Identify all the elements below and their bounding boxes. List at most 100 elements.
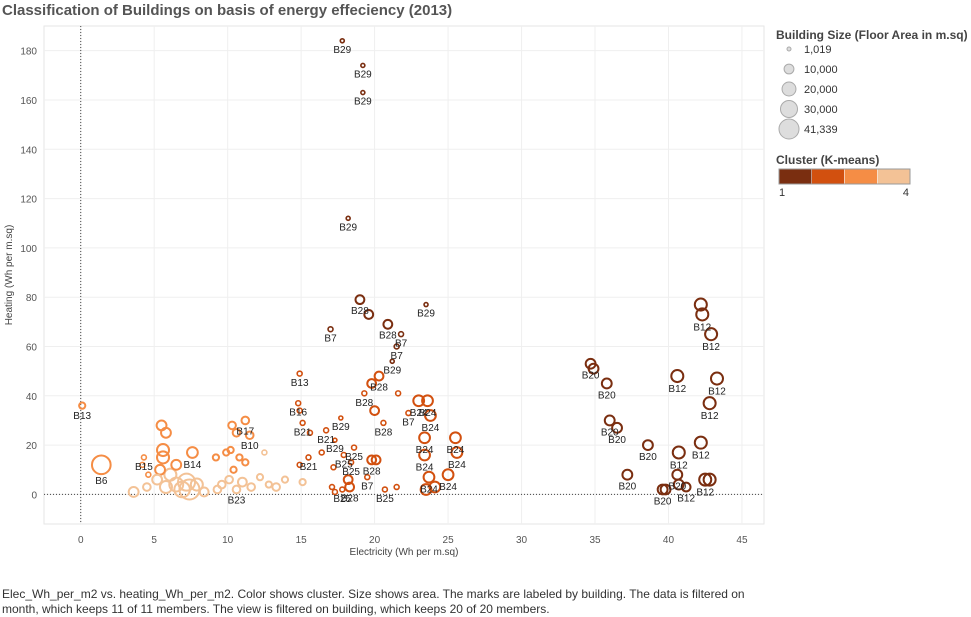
data-point	[709, 371, 725, 386]
size-legend: Building Size (Floor Area in m.sq) 1,019…	[776, 28, 968, 140]
color-legend-border	[778, 168, 911, 185]
data-point	[611, 421, 623, 434]
point-label: B12	[702, 342, 720, 353]
chart-caption: Elec_Wh_per_m2 vs. heating_Wh_per_m2. Co…	[2, 587, 745, 616]
data-point	[90, 454, 112, 476]
point-label: B12	[670, 461, 688, 472]
size-legend-label: 1,019	[804, 44, 832, 56]
point-label: B24	[419, 408, 437, 419]
point-label: B29	[333, 45, 351, 56]
y-tick-label: 20	[26, 441, 38, 452]
x-tick-label: 20	[369, 535, 381, 546]
data-point	[271, 482, 281, 492]
data-point	[280, 475, 290, 484]
data-point	[361, 390, 368, 397]
y-tick-label: 80	[26, 293, 38, 304]
data-point	[394, 390, 402, 397]
x-tick-label: 10	[222, 535, 234, 546]
point-label: B7	[395, 339, 408, 350]
data-point	[698, 472, 713, 487]
data-point	[373, 370, 385, 382]
axis-ticks: 0 5 10 15 20 25 30 35 40 45 0 20 40 60 80 100 120 140 160 1…	[20, 47, 748, 546]
data-point	[423, 301, 429, 308]
data-point	[296, 370, 303, 377]
point-label: B21	[300, 462, 318, 473]
point-label: B24	[439, 482, 457, 493]
data-point	[350, 444, 358, 451]
point-label: B7	[324, 334, 337, 345]
data-point	[680, 481, 692, 493]
y-tick-label: 120	[20, 195, 37, 206]
data-point	[428, 480, 442, 494]
data-point	[354, 294, 366, 306]
reference-lines	[44, 26, 764, 524]
point-label: B15	[135, 462, 153, 473]
data-point	[360, 62, 366, 69]
point-label: B21	[294, 427, 312, 438]
point-label: B24	[416, 462, 434, 473]
data-point	[393, 343, 400, 350]
data-point	[261, 449, 268, 456]
data-point	[236, 476, 248, 488]
point-label: B20	[639, 452, 657, 463]
point-label: B7	[391, 351, 404, 362]
data-point	[702, 396, 717, 411]
data-point	[127, 486, 140, 498]
data-point	[235, 453, 244, 462]
data-point	[704, 327, 719, 342]
data-point	[347, 459, 355, 466]
data-point	[370, 454, 382, 466]
point-label: B13	[291, 378, 309, 389]
y-tick-label: 100	[20, 244, 37, 255]
data-point	[621, 468, 634, 481]
data-point	[231, 484, 242, 495]
color-legend-min-label: 1	[779, 187, 785, 199]
point-label: B28	[375, 427, 393, 438]
data-point	[78, 401, 87, 410]
point-label: B29	[354, 69, 372, 80]
y-tick-label: 0	[31, 490, 37, 501]
point-label: B24	[448, 460, 466, 471]
data-point	[226, 445, 235, 455]
data-point	[412, 394, 426, 408]
point-label: B12	[701, 411, 719, 422]
data-point	[424, 409, 437, 422]
data-point	[246, 482, 256, 492]
size-legend-circle	[786, 46, 792, 52]
data-point	[241, 458, 250, 467]
color-legend-swatch	[877, 168, 911, 185]
y-tick-label: 160	[20, 96, 37, 107]
data-point	[160, 426, 172, 439]
data-point	[163, 467, 178, 482]
data-point	[294, 399, 302, 407]
y-tick-label: 40	[26, 392, 38, 403]
point-label: B12	[708, 387, 726, 398]
data-point	[397, 330, 405, 338]
data-point	[189, 477, 204, 492]
point-label: B29	[332, 422, 350, 433]
color-legend-title: Cluster (K-means)	[776, 153, 879, 167]
data-point	[327, 325, 334, 333]
size-legend-label: 10,000	[804, 64, 838, 76]
point-label: B29	[339, 222, 357, 233]
x-tick-label: 0	[78, 535, 84, 546]
size-legend-label: 30,000	[804, 104, 838, 116]
data-point	[155, 443, 171, 458]
data-point	[255, 473, 265, 482]
data-point	[298, 477, 307, 487]
data-point	[369, 405, 381, 416]
data-point	[139, 461, 146, 469]
data-point	[389, 358, 396, 365]
data-point	[198, 486, 210, 498]
color-legend-max-label: 4	[903, 187, 909, 199]
point-label: B20	[654, 496, 672, 507]
data-point	[419, 483, 433, 496]
data-point	[659, 483, 672, 496]
point-label: B28	[355, 398, 373, 409]
data-point	[216, 479, 227, 490]
point-label: B25	[335, 459, 353, 470]
point-label: B20	[618, 482, 636, 493]
size-legend-circle	[783, 63, 795, 75]
point-label: B29	[326, 444, 344, 455]
